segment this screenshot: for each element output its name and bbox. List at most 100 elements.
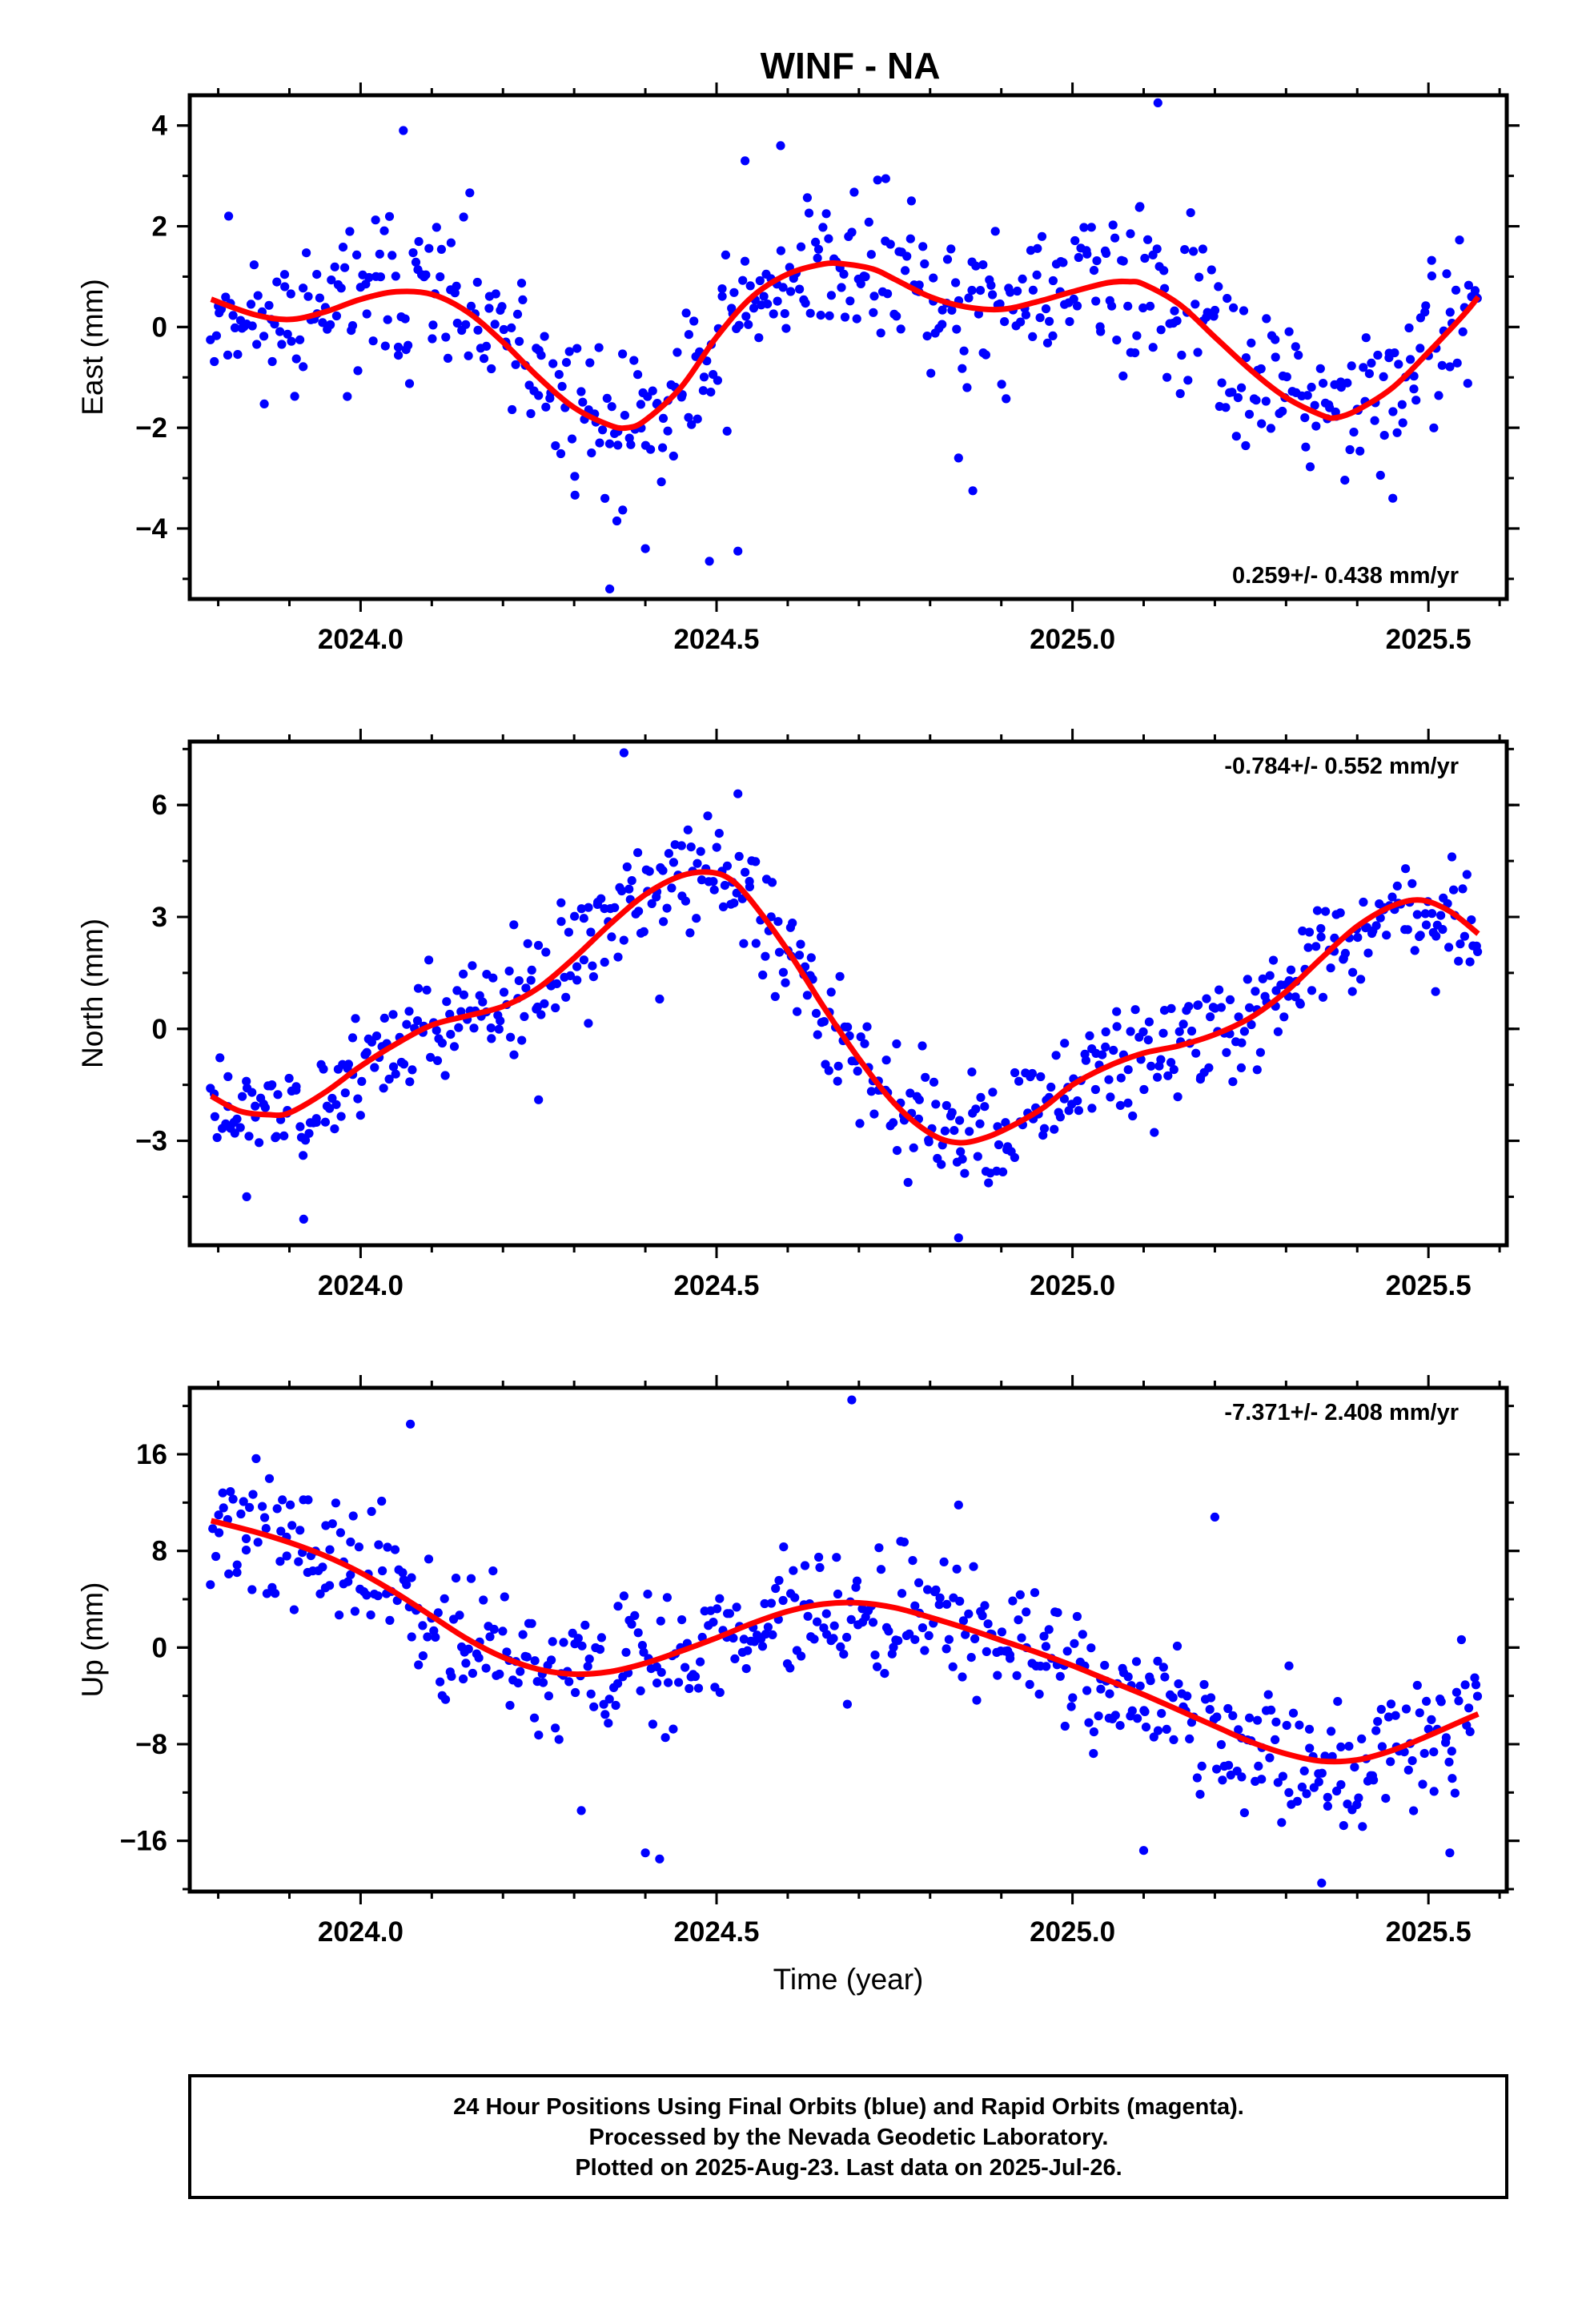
data-point [530, 1656, 540, 1666]
data-point [1470, 1673, 1480, 1683]
data-point [1311, 942, 1321, 951]
data-point [1415, 931, 1425, 940]
data-point [478, 997, 488, 1007]
data-point [1465, 1727, 1475, 1736]
data-point [228, 1494, 238, 1504]
data-point [696, 1657, 705, 1667]
data-point [689, 316, 699, 326]
data-point [1315, 364, 1325, 373]
data-point [521, 983, 531, 993]
data-point [595, 1645, 605, 1655]
y-tick-label: 3 [152, 902, 167, 933]
data-point [763, 1622, 773, 1632]
data-point [1144, 1017, 1154, 1027]
data-point [1042, 338, 1053, 348]
data-point [561, 992, 571, 1002]
data-point [988, 1088, 998, 1097]
data-point [826, 987, 836, 997]
data-point [373, 1591, 383, 1601]
data-point [318, 318, 327, 328]
data-point [1098, 1050, 1107, 1059]
data-point [529, 1713, 540, 1723]
data-point [1336, 1779, 1346, 1790]
data-point [924, 1137, 934, 1147]
data-point [230, 1128, 239, 1138]
data-point [757, 1642, 768, 1651]
data-point [849, 187, 859, 197]
data-point [1193, 348, 1203, 357]
data-point [1189, 247, 1199, 256]
data-point [693, 1683, 704, 1693]
data-point [696, 846, 705, 856]
data-point [612, 516, 622, 526]
data-point [404, 379, 415, 388]
data-point [1216, 1003, 1226, 1012]
data-point [1162, 372, 1172, 382]
data-point [617, 886, 627, 896]
data-point [958, 364, 967, 373]
data-point [738, 275, 748, 285]
data-point [474, 1653, 484, 1663]
data-point [532, 1002, 543, 1012]
data-point [1025, 1679, 1034, 1689]
data-point [1214, 282, 1223, 292]
data-point [661, 1733, 670, 1743]
data-point [833, 1061, 843, 1071]
data-point [717, 292, 727, 301]
data-point [1156, 325, 1166, 335]
data-point [1460, 1680, 1470, 1690]
data-point [1148, 343, 1158, 352]
data-point [518, 295, 528, 304]
data-point [833, 1076, 842, 1086]
data-point [995, 299, 1005, 309]
plot-frame [187, 1385, 1509, 1894]
data-point [826, 291, 836, 300]
data-point [768, 1630, 777, 1639]
data-point [1182, 1691, 1192, 1701]
data-point [918, 242, 928, 251]
data-point [325, 1545, 335, 1554]
data-point [813, 1030, 822, 1039]
data-point [648, 386, 657, 396]
data-point [400, 314, 410, 324]
data-point [241, 1546, 251, 1555]
data-point [352, 250, 362, 259]
data-point [1310, 400, 1319, 410]
data-point [1470, 286, 1480, 296]
data-point [286, 289, 295, 299]
data-point [741, 1664, 751, 1674]
data-point [942, 1599, 952, 1609]
data-point [713, 376, 723, 385]
data-point [413, 983, 424, 993]
data-point [1382, 931, 1391, 940]
data-point [291, 1085, 301, 1095]
data-point [1454, 956, 1464, 966]
data-point [1206, 1693, 1216, 1703]
data-point [1447, 1774, 1457, 1783]
data-point [1394, 360, 1403, 369]
caption-box: 24 Hour Positions Using Final Orbits (bl… [188, 2074, 1508, 2199]
data-point [423, 1632, 432, 1642]
data-point [758, 970, 768, 980]
data-point [1363, 948, 1373, 958]
data-point [1089, 1727, 1098, 1737]
data-point [1224, 1760, 1234, 1770]
x-tick-label: 2025.5 [1386, 624, 1472, 655]
data-point [455, 1610, 464, 1620]
data-point [440, 1071, 450, 1080]
data-point [800, 1561, 810, 1570]
data-point [522, 1652, 532, 1662]
fit-curve [210, 869, 1480, 1146]
data-point [353, 366, 363, 376]
data-point [1300, 413, 1310, 423]
data-point [914, 1578, 924, 1587]
data-point [431, 1632, 440, 1642]
data-point [1472, 1691, 1483, 1701]
data-point [868, 1618, 878, 1627]
data-point [613, 1679, 623, 1688]
data-point [346, 1537, 355, 1547]
data-point [910, 1601, 920, 1610]
data-point [769, 309, 778, 319]
data-point [1326, 963, 1335, 973]
data-point [893, 1636, 903, 1646]
